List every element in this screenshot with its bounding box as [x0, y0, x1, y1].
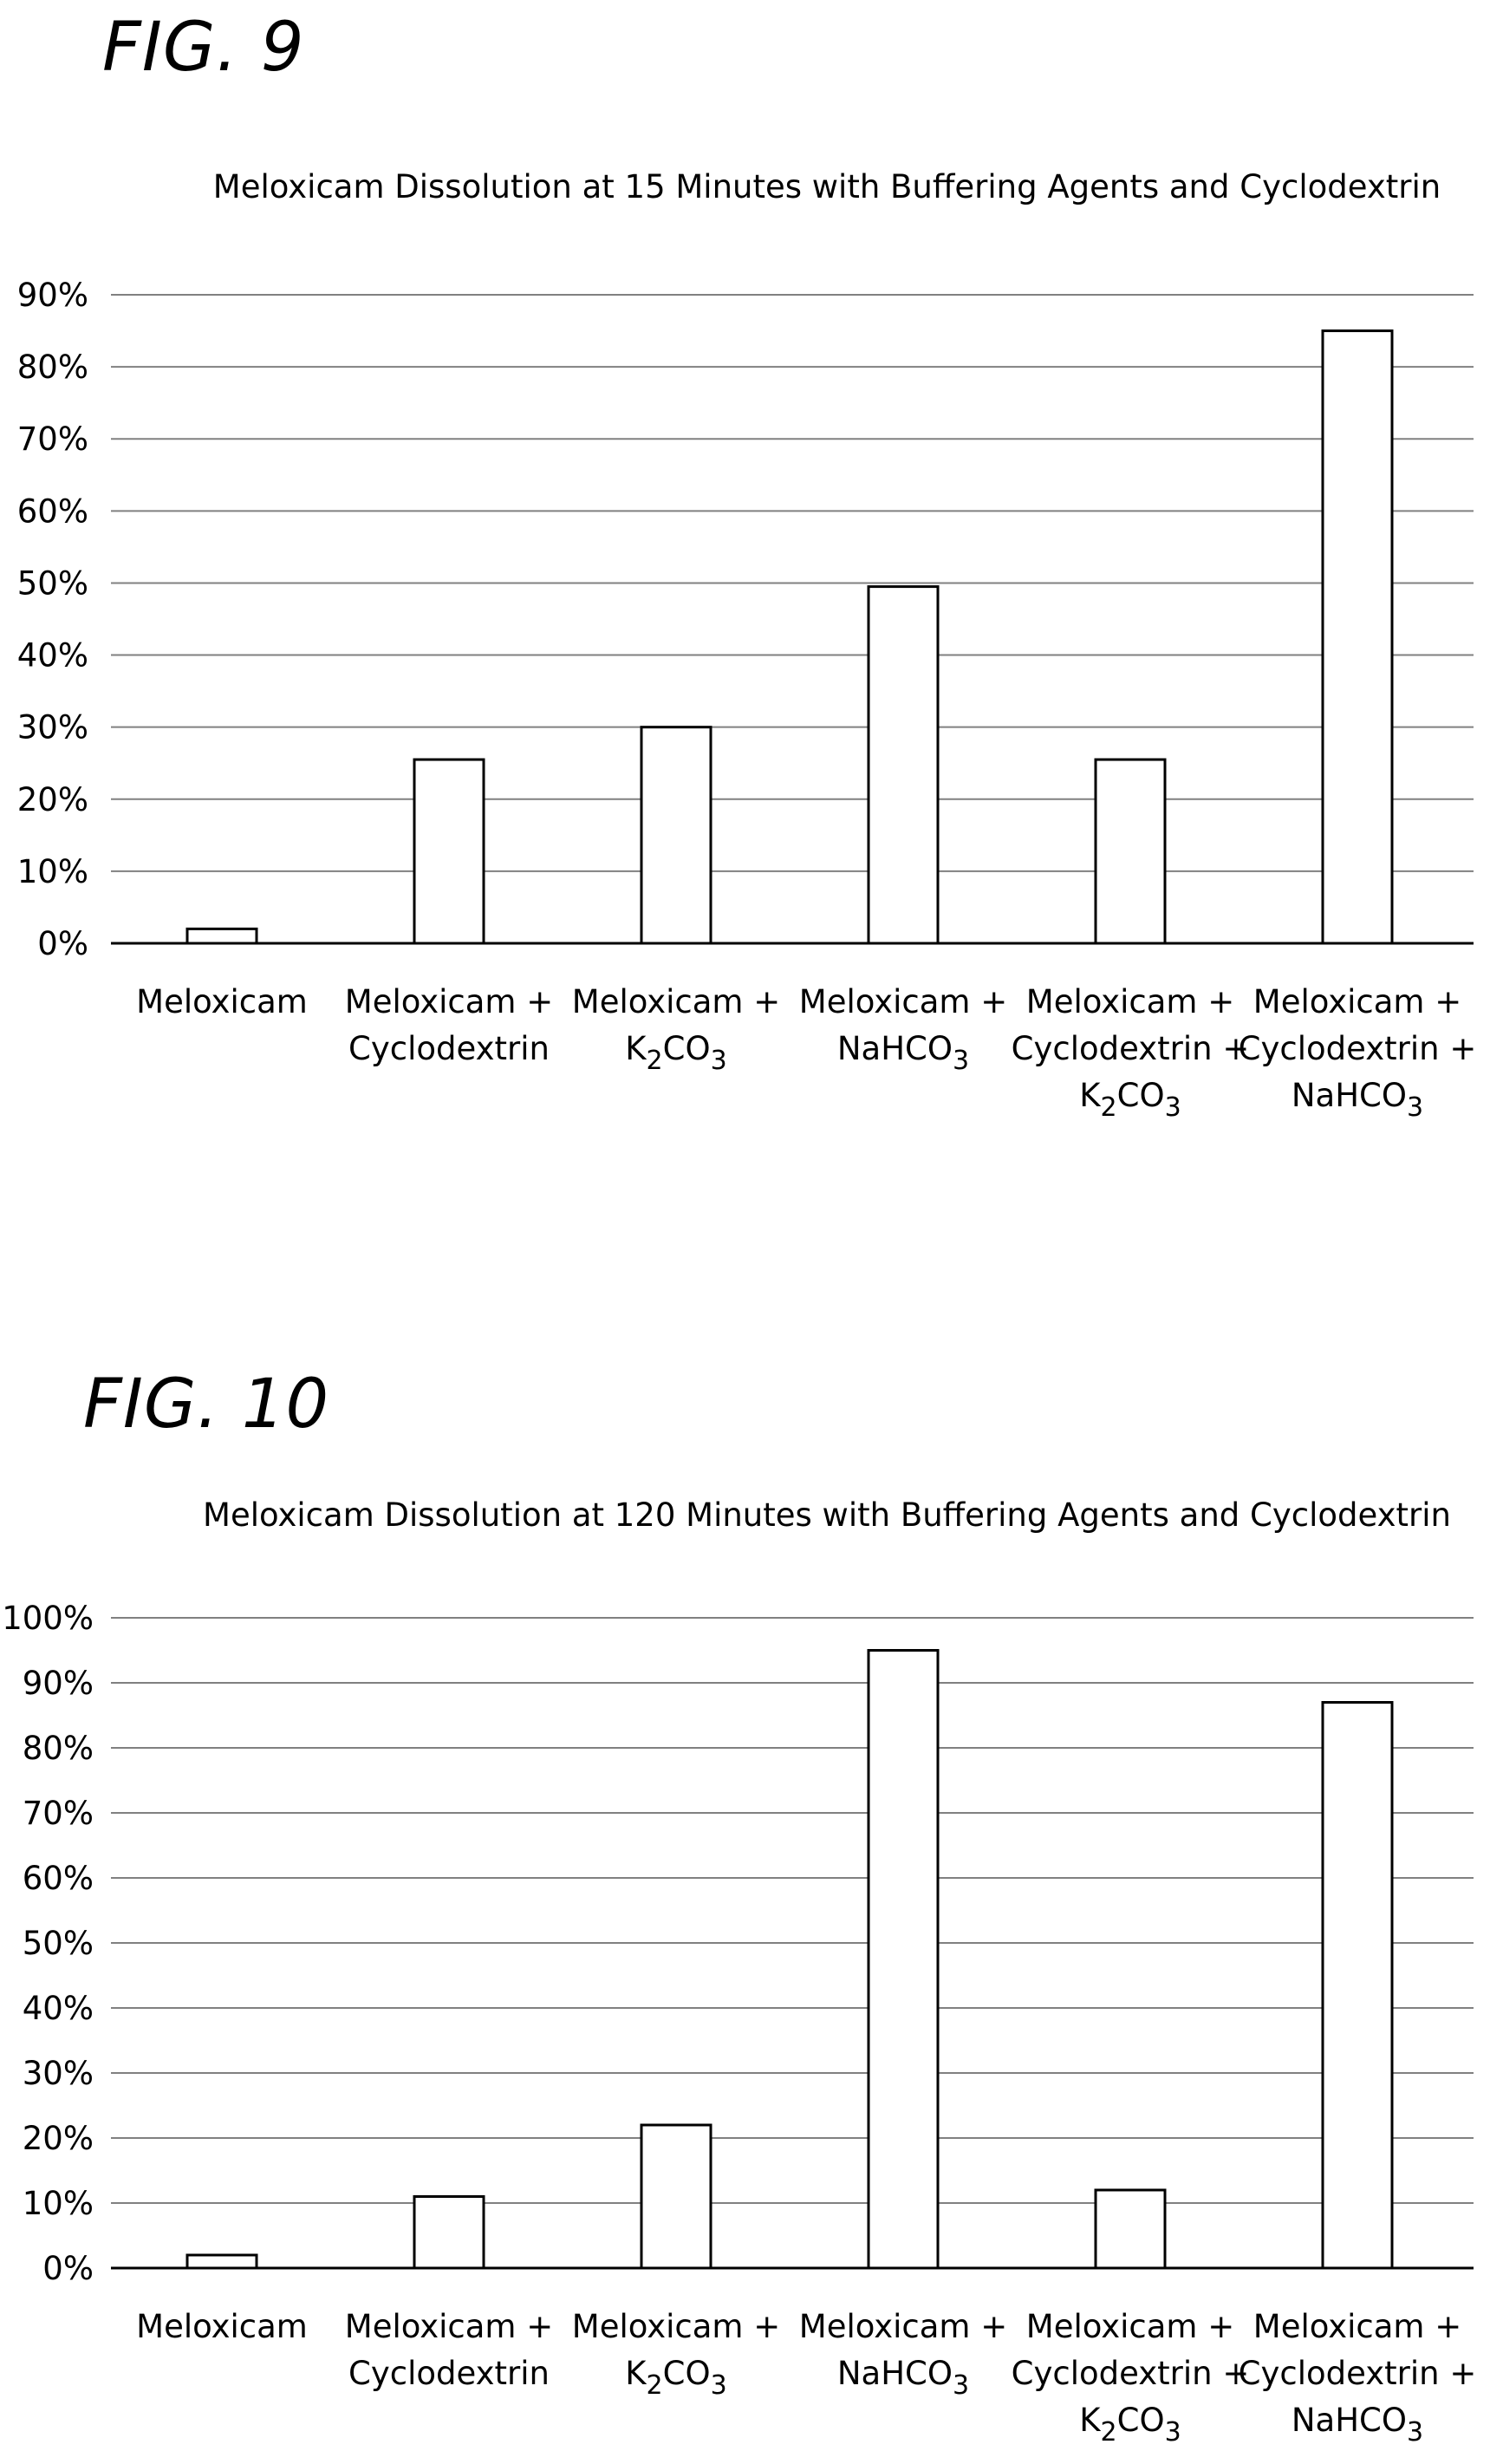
y-tick-label: 70%: [17, 420, 88, 458]
chart-fig-9: Meloxicam Dissolution at 15 Minutes with…: [17, 168, 1477, 1123]
bar: [640, 726, 712, 945]
x-category-label: Cyclodextrin +: [1239, 2355, 1477, 2392]
x-category-label: Meloxicam +: [1026, 983, 1234, 1020]
bar: [1094, 2188, 1167, 2270]
y-tick-label: 20%: [17, 781, 88, 818]
x-category-label: K2CO3: [625, 2355, 726, 2401]
x-category-label: K2CO3: [1079, 2402, 1181, 2448]
x-category-label: Meloxicam +: [572, 2308, 780, 2345]
x-category-label: Meloxicam +: [345, 983, 553, 1020]
x-category-label: NaHCO3: [1292, 1077, 1423, 1123]
bar: [185, 2253, 258, 2270]
bar: [1094, 758, 1167, 945]
x-category-label: Cyclodextrin +: [1239, 1030, 1477, 1067]
y-tick-label: 80%: [23, 1730, 94, 1767]
y-tick-label: 90%: [17, 277, 88, 314]
x-category-label: Meloxicam +: [799, 983, 1007, 1020]
x-category-label: Meloxicam +: [572, 983, 780, 1020]
x-category-label: Meloxicam +: [1026, 2308, 1234, 2345]
x-category-label: Meloxicam +: [1253, 2308, 1461, 2345]
y-tick-label: 10%: [23, 2185, 94, 2222]
x-category-label: Meloxicam +: [799, 2308, 1007, 2345]
bar: [640, 2123, 712, 2270]
bar: [413, 2195, 485, 2270]
x-category-label: Cyclodextrin: [348, 2355, 550, 2392]
bar: [185, 927, 258, 945]
chart-fig-10: Meloxicam Dissolution at 120 Minutes wit…: [2, 1496, 1477, 2448]
y-tick-label: 50%: [23, 1925, 94, 1962]
bar: [1321, 329, 1394, 945]
x-category-label: Meloxicam +: [345, 2308, 553, 2345]
x-category-label: Cyclodextrin +: [1012, 1030, 1250, 1067]
x-category-label: Cyclodextrin +: [1012, 2355, 1250, 2392]
y-tick-label: 30%: [23, 2055, 94, 2092]
x-category-label: NaHCO3: [837, 1030, 969, 1076]
x-category-label: NaHCO3: [837, 2355, 969, 2401]
y-tick-label: 100%: [2, 1600, 94, 1637]
x-category-label: Cyclodextrin: [348, 1030, 550, 1067]
y-tick-label: 20%: [23, 2120, 94, 2157]
bar: [867, 1649, 940, 2270]
x-category-label: K2CO3: [625, 1030, 726, 1076]
y-tick-label: 30%: [17, 709, 88, 746]
y-tick-label: 10%: [17, 853, 88, 890]
y-tick-label: 0%: [37, 925, 88, 962]
y-tick-label: 50%: [17, 564, 88, 602]
chart-title: Meloxicam Dissolution at 120 Minutes wit…: [203, 1496, 1451, 1534]
chart-title: Meloxicam Dissolution at 15 Minutes with…: [213, 168, 1441, 205]
bar: [867, 585, 940, 945]
y-tick-label: 90%: [23, 1665, 94, 1702]
bar: [1321, 1701, 1394, 2270]
x-category-label: K2CO3: [1079, 1077, 1181, 1123]
x-category-label: Meloxicam: [136, 983, 308, 1020]
y-tick-label: 40%: [23, 1990, 94, 2027]
y-tick-label: 60%: [23, 1860, 94, 1897]
y-tick-label: 80%: [17, 349, 88, 386]
figure-label-9: FIG. 9: [102, 9, 305, 87]
y-tick-label: 0%: [42, 2250, 94, 2287]
figure-label-10: FIG. 10: [83, 1366, 330, 1444]
y-tick-label: 60%: [17, 492, 88, 530]
x-category-label: Meloxicam +: [1253, 983, 1461, 1020]
y-tick-label: 70%: [23, 1795, 94, 1832]
x-category-label: Meloxicam: [136, 2308, 308, 2345]
y-tick-label: 40%: [17, 637, 88, 675]
x-category-label: NaHCO3: [1292, 2402, 1423, 2448]
bar: [413, 758, 485, 945]
